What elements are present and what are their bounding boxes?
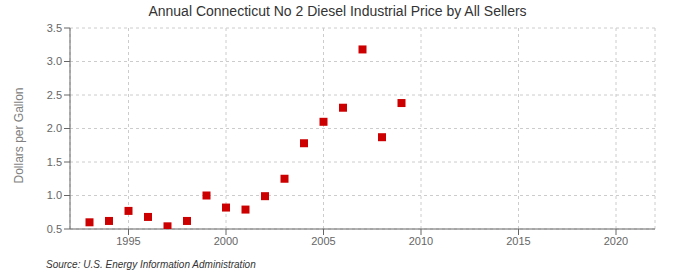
svg-text:3.5: 3.5 — [47, 22, 62, 34]
svg-text:2010: 2010 — [409, 235, 433, 247]
html-text:Source: U.S. Energy Informatio: Source: U.S. Energy Information Administ… — [46, 259, 256, 270]
svg-text:1.0: 1.0 — [47, 189, 62, 201]
svg-text:1995: 1995 — [116, 235, 140, 247]
svg-text:1.5: 1.5 — [47, 156, 62, 168]
svg-text:2005: 2005 — [311, 235, 335, 247]
svg-text:2020: 2020 — [604, 235, 628, 247]
svg-text:2015: 2015 — [506, 235, 530, 247]
svg-text:2.0: 2.0 — [47, 122, 62, 134]
svg-text:2000: 2000 — [214, 235, 238, 247]
svg-text:3.0: 3.0 — [47, 55, 62, 67]
svg-text:Dollars per Gallon: Dollars per Gallon — [12, 87, 26, 183]
svg-text:2.5: 2.5 — [47, 89, 62, 101]
svg-text:0.5: 0.5 — [47, 223, 62, 235]
html-text:Annual Connecticut No 2 Diesel: Annual Connecticut No 2 Diesel Industria… — [148, 3, 527, 19]
